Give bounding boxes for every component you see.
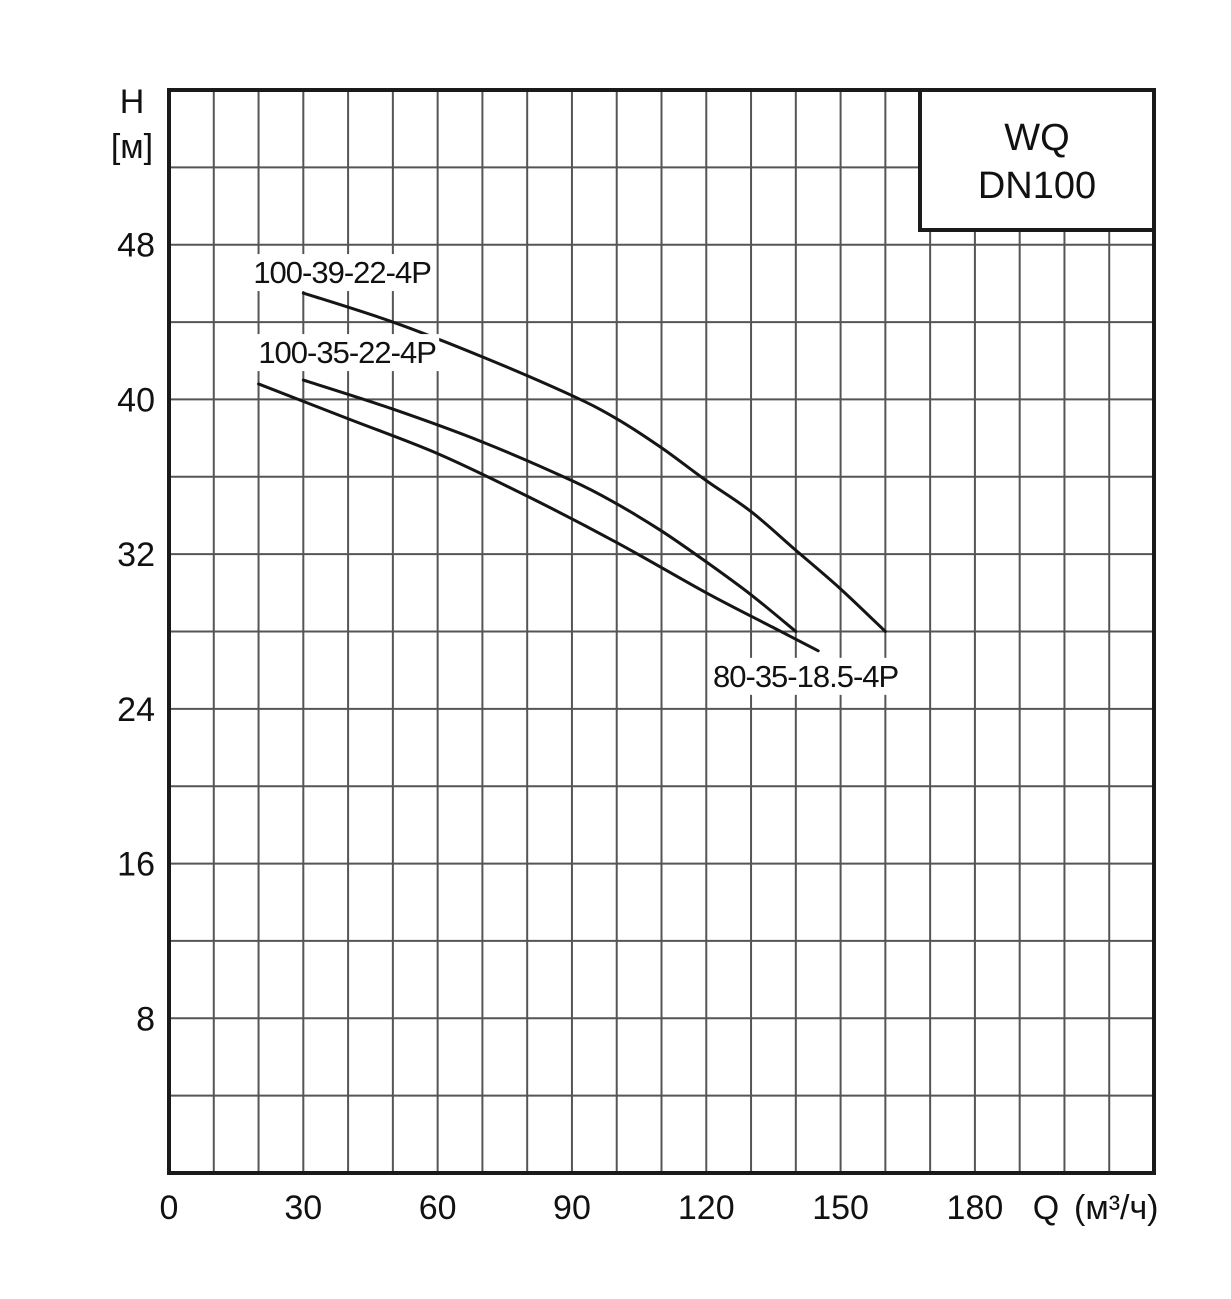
curve-label: 80-35-18.5-4P [713, 659, 899, 694]
y-tick-label: 8 [136, 1000, 155, 1038]
y-tick-label: 40 [117, 381, 155, 419]
model-box-size: DN100 [978, 165, 1096, 207]
y-tick-label: 32 [117, 536, 155, 574]
x-tick-label: 120 [678, 1189, 735, 1227]
x-tick-label: 0 [160, 1189, 179, 1227]
curve-label: 100-35-22-4P [258, 335, 436, 370]
x-tick-label: 150 [812, 1189, 869, 1227]
curve-80-35-18.5-4P [257, 382, 820, 653]
y-axis-symbol: H [120, 83, 145, 121]
y-tick-label: 48 [117, 227, 155, 265]
x-tick-label: 30 [284, 1189, 322, 1227]
curve-label-background [255, 334, 440, 372]
curve-label-background [710, 657, 902, 695]
x-tick-label: 180 [947, 1189, 1004, 1227]
model-box [918, 88, 1156, 232]
x-tick-labels: 0 30 60 90 120 150 180 [160, 1189, 1004, 1227]
plot-frame [167, 88, 1156, 1175]
curve-labels: 100-39-22-4P 100-35-22-4P 80-35-18.5-4P [250, 254, 902, 695]
curve-label-background [250, 254, 435, 292]
curve-label: 100-39-22-4P [253, 255, 431, 290]
model-box-series: WQ [1004, 117, 1069, 159]
y-axis-unit: [м] [111, 128, 153, 166]
x-axis-symbol: Q [1033, 1189, 1059, 1227]
curve-100-35-22-4P [301, 378, 798, 633]
y-tick-label: 24 [117, 691, 155, 729]
y-tick-label: 16 [117, 846, 155, 884]
x-tick-label: 90 [553, 1189, 591, 1227]
x-tick-label: 60 [419, 1189, 457, 1227]
x-axis-unit: (м³/ч) [1074, 1189, 1159, 1227]
y-tick-labels: 8 16 24 32 40 48 [117, 227, 155, 1039]
